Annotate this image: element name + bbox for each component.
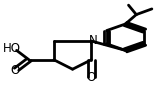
Text: O: O: [87, 71, 96, 84]
Text: O: O: [10, 64, 20, 77]
Text: HO: HO: [3, 42, 21, 55]
Text: N: N: [88, 34, 97, 47]
